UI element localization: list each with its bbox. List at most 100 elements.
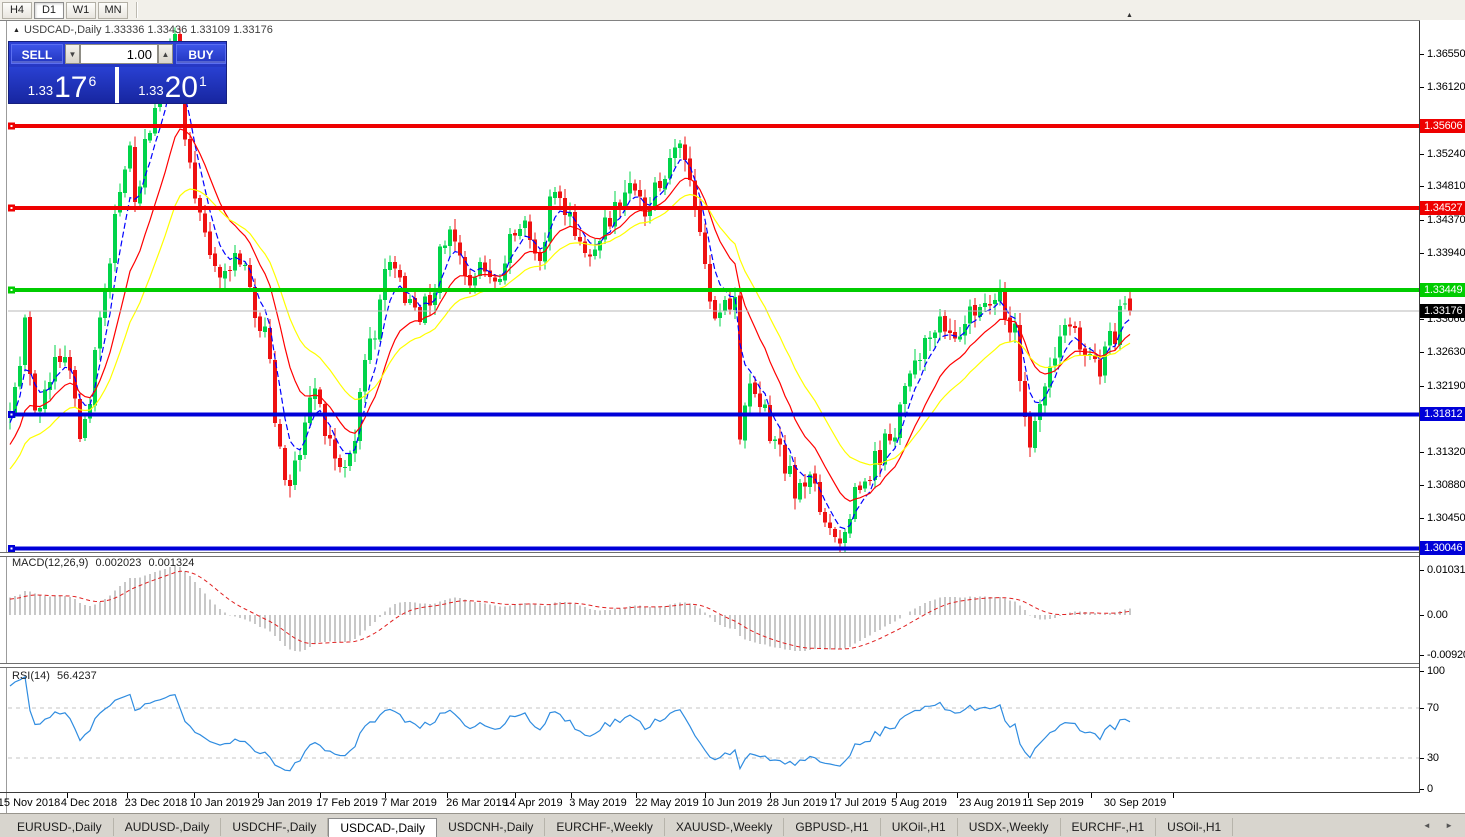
time-tick [127,793,128,798]
chart-tab-usdx-weekly[interactable]: USDX-,Weekly [958,818,1061,836]
axis-tick [1420,54,1424,56]
sell-price[interactable]: 1.33 17 6 [9,67,115,103]
axis-tick [1420,708,1424,709]
sell-button[interactable]: SELL [11,44,63,64]
price-tick-label: 1.32190 [1427,379,1465,392]
rsi-tick-label: 70 [1427,702,1439,714]
axis-tick [1420,789,1424,790]
time-tick-label: 4 Dec 2018 [60,797,118,809]
time-tick-label: 26 Mar 2019 [446,797,508,809]
chart-tabs: EURUSD-,Daily AUDUSD-,Daily USDCHF-,Daily U… [6,818,1234,837]
time-tick [957,793,958,798]
axis-tick [1420,517,1424,519]
price-tick-label: 1.36550 [1427,48,1465,61]
macd-main-value: 0.002023 [95,557,142,569]
bid-price-badge: 1.33176 [1420,303,1465,318]
volume-increase-button[interactable]: ▲ [158,44,173,64]
buy-price-prefix: 1.33 [138,83,164,98]
time-tick-label: 11 Sep 2019 [1022,797,1084,809]
time-tick [705,793,706,798]
axis-tick [1420,153,1424,155]
level-price-badge: 1.30046 [1420,541,1465,556]
rsi-label: RSI(14) 56.4237 [12,670,101,682]
chart-tab-bar: EURUSD-,Daily AUDUSD-,Daily USDCHF-,Daily U… [0,813,1465,837]
time-tick-label: 14 Apr 2019 [503,797,563,809]
time-tick-label: 29 Jan 2019 [251,797,313,809]
time-tick-label: 10 Jun 2019 [701,797,763,809]
axis-tick [1420,758,1424,759]
time-tick [320,793,321,798]
chart-tab-usdcad-daily[interactable]: USDCAD-,Daily [328,818,438,837]
macd-pane[interactable] [8,555,1419,663]
volume-decrease-button[interactable]: ▼ [65,44,80,64]
time-tick-label: 23 Aug 2019 [959,797,1021,809]
time-tick-label: 10 Jan 2019 [189,797,251,809]
time-axis[interactable]: 15 Nov 2018 4 Dec 2018 23 Dec 2018 10 Jan 2… [0,793,1419,813]
time-axis-border [0,792,1465,793]
tab-scroll-right-icon[interactable]: ► [1445,821,1459,830]
axis-tick [1420,485,1424,487]
toolbar-separator [136,2,138,18]
pane-separator[interactable] [0,663,1465,668]
rsi-value: 56.4237 [56,670,97,682]
axis-tick [1420,670,1424,672]
time-tick-label: 30 Sep 2019 [1103,797,1167,809]
timeframe-d1[interactable]: D1 [34,1,64,19]
chart-tab-usoil-h1[interactable]: USOil-,H1 [1156,818,1234,836]
time-tick-label: 3 May 2019 [569,797,627,809]
macd-tick-label: 0.00 [1427,609,1448,621]
volume-input[interactable] [80,44,158,64]
chart-tab-xauusd-weekly[interactable]: XAUUSD-,Weekly [665,818,785,836]
time-tick-label: 28 Jun 2019 [766,797,828,809]
timeframe-w1[interactable]: W1 [66,1,96,19]
price-chart-pane[interactable] [8,22,1419,552]
time-tick [67,793,68,798]
axis-tick [1420,219,1424,221]
sell-price-big: 17 [54,71,88,104]
buy-price[interactable]: 1.33 20 1 [119,67,226,103]
price-tick-label: 1.30450 [1427,511,1465,524]
buy-button[interactable]: BUY [176,44,226,64]
timeframe-mn[interactable]: MN [98,1,128,19]
tab-scroll-left-icon[interactable]: ◄ [1422,821,1437,830]
price-tick-label: 1.31320 [1427,445,1465,458]
tab-scroll-arrows: ◄ ► [1423,821,1459,830]
chart-tab-usdcnh-daily[interactable]: USDCNH-,Daily [437,818,546,836]
trade-panel-row: SELL ▼ ▲ BUY [9,42,226,67]
time-tick [636,793,637,798]
time-tick [194,793,195,798]
time-tick-label: 15 Nov 2018 [0,797,61,809]
chart-tab-audusd-daily[interactable]: AUDUSD-,Daily [114,818,222,836]
axis-tick [1420,252,1424,254]
autoscroll-marker-icon[interactable]: ▲ [1126,12,1133,19]
macd-tick-label: 0.010311 [1427,563,1465,576]
time-tick [896,793,897,798]
time-tick-label: 5 Aug 2019 [891,797,947,809]
chart-tab-eurchf-h1[interactable]: EURCHF-,H1 [1061,818,1157,836]
axis-tick [1420,569,1424,571]
chart-tab-eurusd-daily[interactable]: EURUSD-,Daily [6,818,114,836]
price-tick-label: 1.35240 [1427,147,1465,160]
chart-tab-ukoil-h1[interactable]: UKOil-,H1 [881,818,958,836]
time-tick-label: 7 Mar 2019 [381,797,437,809]
pane-separator[interactable] [0,552,1465,557]
level-price-badge: 1.34527 [1420,200,1465,215]
buy-price-pip: 1 [198,73,207,89]
rsi-name: RSI(14) [12,670,50,682]
chart-tab-eurchf-weekly[interactable]: EURCHF-,Weekly [545,818,665,836]
symbol-info: ▲ USDCAD-,Daily 1.33336 1.33436 1.33109 1… [13,24,273,36]
time-tick-label: 17 Jul 2019 [829,797,887,809]
price-axis[interactable]: 1.36550 1.36120 1.35240 1.34810 1.34370 1.339… [1420,20,1465,795]
axis-tick [1420,186,1424,188]
axis-tick [1420,451,1424,453]
level-price-badge: 1.35606 [1420,119,1465,133]
rsi-pane[interactable] [8,667,1419,791]
timeframe-h4[interactable]: H4 [2,1,32,19]
chart-tab-gbpusd-h1[interactable]: GBPUSD-,H1 [784,818,881,836]
macd-tick-label: -0.009203 [1427,649,1465,662]
time-tick [835,793,836,798]
chart-tab-usdchf-daily[interactable]: USDCHF-,Daily [221,818,329,836]
timeframe-bar: H4 D1 W1 MN [0,0,1465,21]
time-tick-label: 23 Dec 2018 [124,797,188,809]
